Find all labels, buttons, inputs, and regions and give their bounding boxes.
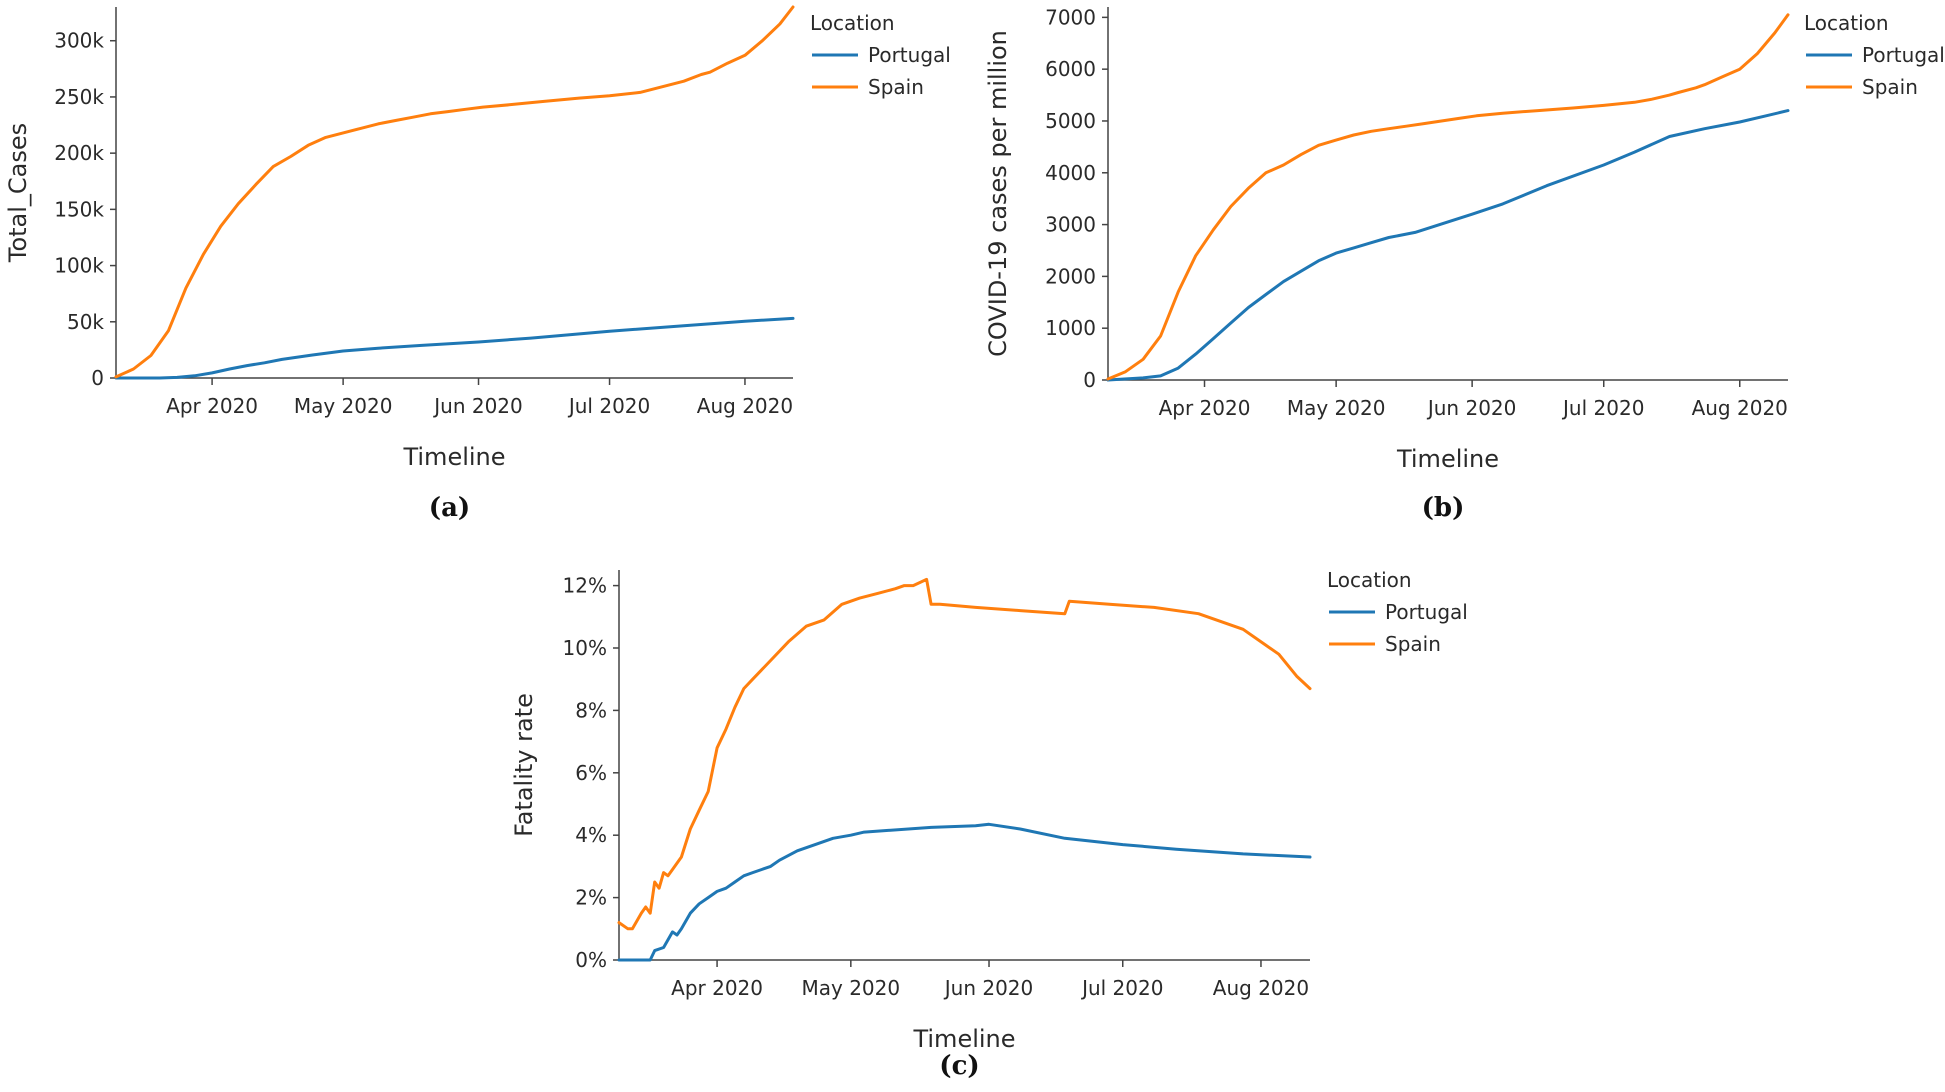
x-tick-label: Aug 2020 (1692, 396, 1788, 420)
y-tick-label: 7000 (1045, 5, 1096, 29)
series-line-portugal (114, 316, 795, 380)
series-line-portugal (1106, 109, 1790, 382)
series-line-spain (617, 577, 1312, 931)
y-tick-label: 6% (575, 761, 607, 785)
legend-title: Location (1327, 568, 1412, 592)
x-axis-title: Timeline (402, 443, 505, 471)
y-tick-label: 5000 (1045, 109, 1096, 133)
x-tick-label: Jun 2020 (943, 976, 1034, 1000)
y-tick-label: 150k (54, 197, 104, 221)
legend-label-portugal: Portugal (1385, 600, 1468, 624)
y-tick-label: 12% (563, 574, 607, 598)
chart-c: 0% 2% 4% 6% 8% 10% 12% Apr 2020 May 2020 Jun 2020… (510, 568, 1468, 1081)
x-tick-label: Apr 2020 (671, 976, 763, 1000)
x-tick-label: May 2020 (294, 394, 393, 418)
chart-caption: (c) (939, 1051, 979, 1081)
x-tick-label: Aug 2020 (1213, 976, 1309, 1000)
y-tick-label: 8% (575, 698, 607, 722)
x-axis-title: Timeline (1396, 445, 1499, 473)
legend-title: Location (1804, 11, 1889, 35)
y-tick-label: 10% (563, 636, 607, 660)
x-tick-label: Jun 2020 (432, 394, 523, 418)
x-tick-label: May 2020 (1287, 396, 1386, 420)
legend-label-spain: Spain (1862, 75, 1918, 99)
y-tick-label: 200k (54, 141, 104, 165)
chart-caption: (a) (429, 493, 470, 523)
x-tick-label: Jul 2020 (567, 394, 650, 418)
y-tick-label: 3000 (1045, 213, 1096, 237)
y-axis-title: Total_Cases (4, 123, 32, 263)
chart-a: 0 50k 100k 150k 200k 250k 300k Apr 2020 May 2020… (4, 5, 951, 523)
y-tick-label: 4000 (1045, 161, 1096, 185)
series-line-portugal (617, 822, 1312, 962)
y-axis-title: COVID-19 cases per million (984, 30, 1012, 357)
x-tick-label: May 2020 (802, 976, 901, 1000)
series-line-spain (114, 5, 795, 379)
chart-caption: (b) (1422, 493, 1465, 523)
y-tick-label: 300k (54, 29, 104, 53)
legend-label-portugal: Portugal (868, 43, 951, 67)
legend-label-spain: Spain (1385, 632, 1441, 656)
x-tick-label: Jun 2020 (1426, 396, 1517, 420)
x-axis-title: Timeline (912, 1025, 1015, 1053)
y-tick-label: 0 (91, 366, 104, 390)
x-tick-label: Aug 2020 (697, 394, 793, 418)
legend-label-spain: Spain (868, 75, 924, 99)
y-axis-title: Fatality rate (510, 693, 538, 837)
y-tick-label: 4% (575, 823, 607, 847)
y-tick-label: 6000 (1045, 57, 1096, 81)
x-tick-label: Apr 2020 (166, 394, 258, 418)
x-tick-label: Jul 2020 (1561, 396, 1644, 420)
y-tick-label: 0% (575, 948, 607, 972)
y-tick-label: 0 (1083, 368, 1096, 392)
chart-b: 0 1000 2000 3000 4000 5000 6000 7000 Apr 2020 May… (984, 5, 1945, 523)
x-tick-label: Jul 2020 (1080, 976, 1163, 1000)
y-tick-label: 50k (67, 310, 104, 334)
y-tick-label: 100k (54, 254, 104, 278)
legend-title: Location (810, 11, 895, 35)
y-tick-label: 1000 (1045, 316, 1096, 340)
series-line-spain (1106, 13, 1790, 381)
legend-label-portugal: Portugal (1862, 43, 1945, 67)
y-tick-label: 2000 (1045, 264, 1096, 288)
y-tick-label: 250k (54, 85, 104, 109)
x-tick-label: Apr 2020 (1159, 396, 1251, 420)
y-tick-label: 2% (575, 886, 607, 910)
